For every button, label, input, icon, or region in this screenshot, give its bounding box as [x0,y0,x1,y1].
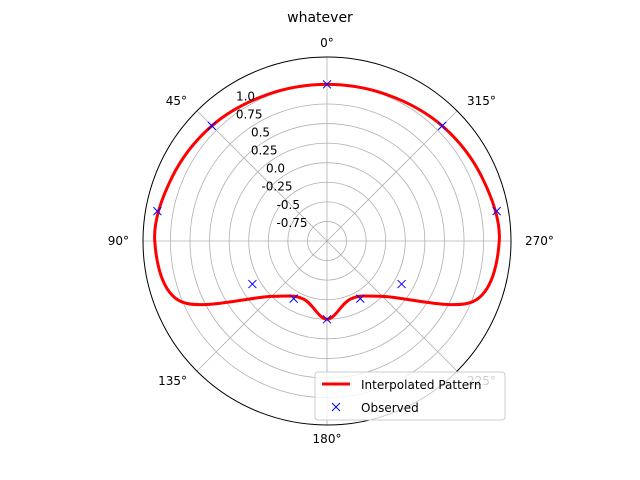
radial-tick-label: -0.5 [277,198,300,212]
marker-stroke [437,121,447,131]
theta-tick-label: 135° [158,374,187,388]
observed-point [397,279,406,289]
marker-stroke [322,80,332,89]
legend-marker-swatch [331,402,341,412]
observed-point [207,121,217,131]
observed-point [289,294,299,303]
chart-title: whatever [287,10,353,26]
radial-tick-label: 0.5 [251,125,270,139]
polar-grid [142,56,512,426]
angular-gridline [326,110,458,242]
radial-tick-label: 1.0 [236,89,255,103]
marker-stroke [248,279,257,289]
observed-point [322,80,332,89]
theta-tick-label: 90° [108,234,129,248]
radial-tick-label: 0.25 [251,144,278,158]
marker-stroke [355,294,365,303]
theta-tick-label: 0° [320,36,334,50]
marker-stroke [492,206,501,216]
observed-point [153,206,162,216]
polar-frame [142,56,512,426]
observed-point [322,314,332,324]
angular-gridline [196,110,328,242]
legend-label: Interpolated Pattern [361,378,482,392]
radial-tick-label: 0.0 [266,162,285,176]
angular-gridline [196,240,328,372]
observed-point [437,121,447,131]
observed-point [355,294,365,303]
radial-tick-label: -0.75 [276,216,307,230]
plot-area [153,80,501,324]
theta-tick-label: 270° [525,234,554,248]
marker-stroke [397,279,406,289]
legend-label: Observed [361,401,419,415]
theta-tick-label: 180° [313,432,342,446]
observed-point [248,279,257,289]
theta-tick-label: 45° [166,94,187,108]
radial-tick-label: 0.75 [236,107,263,121]
marker-stroke [289,294,299,303]
observed-point [492,206,501,216]
marker-stroke [207,121,217,131]
legend: Interpolated Pattern Observed [314,371,506,421]
theta-tick-label: 315° [467,94,496,108]
marker-stroke [322,314,332,324]
radial-tick-label: -0.25 [261,180,292,194]
angular-gridline [326,240,458,372]
marker-stroke [153,206,162,216]
legend-frame [314,371,506,421]
